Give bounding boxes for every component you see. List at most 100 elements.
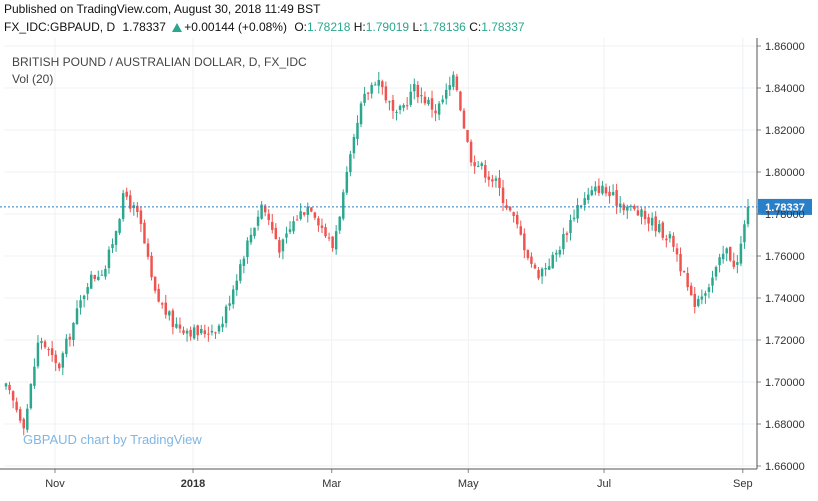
published-line: Published on TradingView.com, August 30,…: [4, 2, 321, 16]
candle-body: [43, 341, 47, 348]
candle-body: [658, 223, 661, 232]
candle-body: [626, 206, 629, 211]
candle-body: [512, 212, 515, 216]
candle-body: [462, 110, 466, 129]
candle-body: [469, 141, 473, 163]
candle-body: [594, 186, 597, 192]
candle-body: [473, 162, 476, 167]
candle-body: [413, 83, 416, 92]
candle-body: [136, 205, 139, 213]
candle-body: [313, 212, 317, 218]
candle-body: [391, 99, 395, 111]
candle-body: [711, 277, 714, 286]
candle-body: [121, 193, 125, 219]
candle-body: [515, 214, 519, 225]
candlestick-chart[interactable]: 1.78337 1.86000 1.84000 1.82000 1.80000 1.78…: [0, 38, 818, 501]
candle-body: [50, 348, 54, 356]
candle-body: [682, 271, 686, 273]
chart-legend-title: BRITISH POUND / AUSTRALIAN DOLLAR, D, FX…: [12, 55, 307, 69]
candle-body: [668, 234, 672, 239]
high-label: H:: [353, 20, 366, 34]
candle-body: [15, 401, 18, 411]
candle-body: [363, 93, 366, 103]
candle-body: [93, 274, 96, 279]
y-tick-label: 1.86000: [765, 41, 805, 53]
candle-body: [89, 274, 93, 289]
last-price-tag: [758, 198, 812, 215]
candle-body: [263, 205, 267, 213]
candle-body: [569, 220, 572, 234]
candle-body: [395, 111, 398, 113]
x-tick-label: 2018: [181, 478, 205, 490]
candle-body: [455, 76, 459, 90]
candle-body: [178, 324, 182, 329]
watermark-text[interactable]: GBPAUD chart by TradingView: [23, 432, 202, 447]
candle-body: [672, 235, 675, 247]
candle-body: [615, 190, 618, 206]
candle-body: [61, 353, 65, 368]
y-tick-label: 1.70000: [765, 377, 805, 389]
candle-body: [434, 110, 437, 114]
close-label: C:: [469, 20, 482, 34]
candle-body: [508, 206, 512, 211]
candle-body: [452, 74, 455, 87]
y-tick-label: 1.82000: [765, 125, 805, 137]
candle-body: [317, 218, 320, 226]
candle-body: [689, 285, 693, 296]
candle-body: [707, 287, 711, 292]
y-tick-label: 1.74000: [765, 293, 805, 305]
candle-body: [459, 91, 462, 111]
candle-body: [405, 105, 409, 107]
high-value: 1.79019: [365, 20, 410, 34]
candle-body: [373, 84, 377, 86]
candle-body: [547, 266, 551, 270]
candle-body: [327, 237, 331, 239]
candle-body: [519, 226, 523, 235]
candle-body: [597, 185, 601, 193]
candle-body: [239, 264, 242, 281]
candle-body: [299, 211, 302, 219]
candle-body: [111, 244, 114, 249]
candle-body: [721, 253, 725, 260]
x-tick-label: Mar: [322, 478, 341, 490]
candle-body: [604, 187, 608, 194]
candle-body: [33, 366, 36, 386]
y-tick-label: 1.84000: [765, 83, 805, 95]
candle-body: [618, 203, 622, 207]
candle-body: [555, 252, 558, 255]
candle-body: [82, 295, 86, 300]
candle-body: [693, 293, 696, 307]
candle-body: [320, 225, 324, 228]
candle-body: [430, 98, 434, 110]
symbol-ohlc-line: FX_IDC:GBPAUD, D 1.78337 +0.00144 (+0.08…: [4, 20, 525, 34]
candle-body: [342, 192, 345, 219]
candle-body: [249, 234, 253, 243]
candle-body: [114, 230, 118, 245]
candle-body: [68, 336, 72, 340]
candle-body: [420, 95, 423, 97]
candle-body: [622, 204, 625, 211]
candle-body: [54, 354, 57, 363]
x-tick-label: May: [458, 478, 479, 490]
open-value: 1.78218: [306, 20, 351, 34]
candle-body: [487, 176, 491, 180]
candle-body: [402, 105, 405, 108]
candle-body: [448, 85, 452, 90]
candle-body: [398, 105, 402, 110]
last-price-value: 1.78337: [122, 20, 166, 34]
close-value: 1.78337: [481, 20, 525, 34]
last-price-tag-label: 1.78337: [765, 202, 805, 214]
candle-body: [271, 221, 274, 230]
candle-body: [285, 233, 288, 238]
chart-area[interactable]: 1.78337 1.86000 1.84000 1.82000 1.80000 1.78…: [0, 38, 818, 501]
candle-body: [679, 253, 682, 272]
candle-body: [352, 137, 356, 154]
candle-body: [661, 222, 665, 238]
candle-body: [146, 243, 150, 257]
candle-body: [143, 222, 146, 244]
candle-body: [544, 268, 547, 270]
candle-body: [427, 99, 430, 105]
candle-body: [107, 249, 111, 269]
candle-body: [11, 391, 15, 401]
candle-body: [253, 227, 256, 237]
